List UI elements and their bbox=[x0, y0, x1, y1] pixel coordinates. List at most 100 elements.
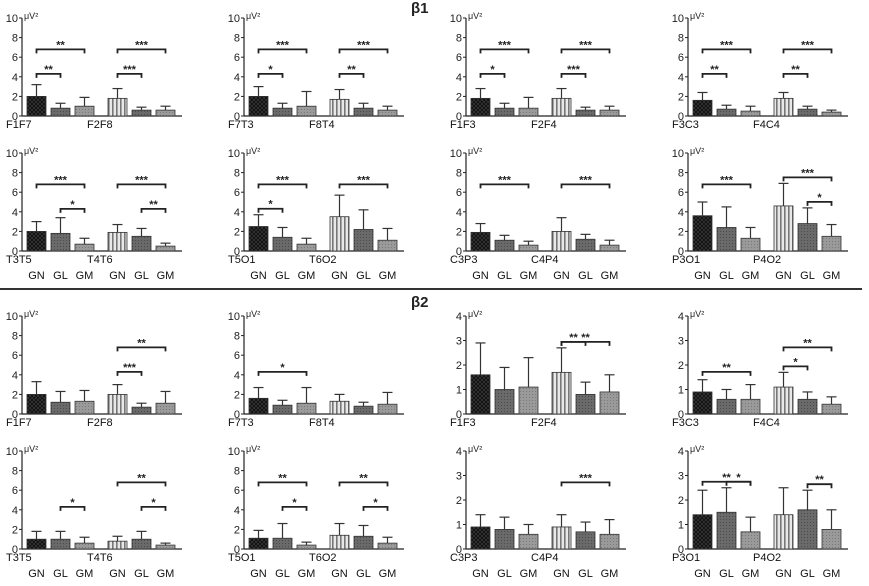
y-tick-label: 0 bbox=[456, 246, 462, 258]
y-tick-label: 2 bbox=[234, 389, 240, 401]
bar bbox=[773, 514, 794, 550]
pair-label: F4C4 bbox=[753, 417, 780, 429]
bar bbox=[26, 393, 47, 415]
significance-bracket bbox=[479, 48, 530, 54]
significance-bracket bbox=[116, 72, 143, 78]
y-tick-label: 1 bbox=[678, 520, 684, 532]
bar bbox=[740, 531, 761, 550]
y-tick-label: 6 bbox=[234, 187, 240, 199]
pair-label: F1F3 bbox=[450, 417, 476, 429]
significance-bracket bbox=[782, 48, 833, 54]
bar bbox=[353, 107, 374, 117]
y-tick-label: 4 bbox=[12, 370, 18, 382]
y-tick-label: 1 bbox=[678, 385, 684, 397]
significance-label: *** bbox=[720, 174, 734, 186]
group-label: GM bbox=[379, 568, 397, 580]
group-label: GM bbox=[298, 270, 316, 282]
y-tick-label: 8 bbox=[12, 168, 18, 180]
bar bbox=[821, 403, 842, 415]
bar bbox=[518, 386, 539, 415]
y-tick-label: 0 bbox=[234, 246, 240, 258]
y-tick-label: 4 bbox=[12, 207, 18, 219]
bar bbox=[551, 371, 572, 415]
group-label: GN bbox=[694, 568, 711, 580]
significance-label: ** bbox=[791, 64, 800, 76]
bar bbox=[107, 97, 128, 117]
y-tick-label: 0 bbox=[12, 246, 18, 258]
bar bbox=[248, 537, 269, 550]
significance-label: *** bbox=[357, 39, 371, 51]
pair-label: F3C3 bbox=[672, 119, 699, 131]
significance-bracket bbox=[701, 370, 752, 376]
significance-bracket bbox=[257, 207, 284, 213]
group-label: GM bbox=[298, 568, 316, 580]
y-tick-label: 3 bbox=[678, 336, 684, 348]
bar bbox=[821, 111, 842, 117]
significance-label: ** bbox=[722, 362, 731, 374]
y-tick-label: 10 bbox=[450, 148, 462, 160]
group-label: GL bbox=[356, 270, 371, 282]
bar bbox=[155, 245, 176, 252]
significance-bracket bbox=[35, 48, 86, 54]
significance-label: * bbox=[490, 64, 495, 76]
significance-label: *** bbox=[801, 167, 815, 179]
bar bbox=[107, 231, 128, 252]
group-label: GM bbox=[823, 270, 841, 282]
pair-label: F1F3 bbox=[450, 119, 476, 131]
y-tick-label: 8 bbox=[678, 168, 684, 180]
bar bbox=[131, 109, 152, 117]
significance-label: *** bbox=[579, 472, 593, 484]
significance-bracket bbox=[338, 481, 389, 487]
significance-label: *** bbox=[498, 174, 512, 186]
y-tick-label: 2 bbox=[12, 226, 18, 238]
bar bbox=[551, 526, 572, 550]
significance-bracket bbox=[140, 207, 167, 213]
pair-label: F7T3 bbox=[228, 119, 254, 131]
bar bbox=[26, 230, 47, 252]
significance-bracket bbox=[362, 505, 389, 511]
bar bbox=[740, 398, 761, 415]
group-label: GN bbox=[28, 568, 45, 580]
bar bbox=[470, 97, 491, 117]
group-label: GN bbox=[472, 568, 489, 580]
significance-label: * bbox=[817, 192, 822, 204]
group-label: GM bbox=[601, 568, 619, 580]
bar bbox=[74, 400, 95, 415]
significance-bracket bbox=[701, 480, 752, 486]
y-unit-label: μV² bbox=[246, 444, 260, 454]
significance-bracket bbox=[338, 183, 389, 189]
pair-label: C3P3 bbox=[450, 254, 478, 266]
group-label: GN bbox=[472, 270, 489, 282]
y-unit-label: μV² bbox=[24, 309, 38, 319]
significance-bracket bbox=[257, 183, 308, 189]
y-unit-label: μV² bbox=[246, 309, 260, 319]
bar bbox=[50, 232, 71, 252]
bar bbox=[248, 226, 269, 252]
y-tick-label: 2 bbox=[456, 360, 462, 372]
bar bbox=[494, 389, 515, 415]
y-tick-label: 10 bbox=[672, 148, 684, 160]
y-tick-label: 1 bbox=[456, 520, 462, 532]
bar bbox=[773, 386, 794, 415]
bar bbox=[470, 374, 491, 415]
significance-bracket bbox=[59, 207, 86, 213]
bar bbox=[470, 231, 491, 252]
bar bbox=[353, 229, 374, 252]
y-tick-label: 0 bbox=[678, 246, 684, 258]
bar bbox=[599, 391, 620, 415]
group-label: GL bbox=[800, 270, 815, 282]
group-label: GN bbox=[28, 270, 45, 282]
significance-label: ** bbox=[710, 64, 719, 76]
bar bbox=[131, 538, 152, 550]
y-tick-label: 2 bbox=[678, 91, 684, 103]
group-label: GN bbox=[775, 568, 792, 580]
significance-bracket bbox=[140, 505, 167, 511]
y-tick-label: 0 bbox=[456, 111, 462, 123]
y-tick-label: 8 bbox=[234, 466, 240, 478]
y-tick-label: 6 bbox=[456, 187, 462, 199]
group-label: GL bbox=[497, 568, 512, 580]
significance-label: ** bbox=[569, 332, 578, 344]
bar bbox=[296, 544, 317, 550]
significance-label: ** bbox=[347, 64, 356, 76]
y-unit-label: μV² bbox=[24, 11, 38, 21]
